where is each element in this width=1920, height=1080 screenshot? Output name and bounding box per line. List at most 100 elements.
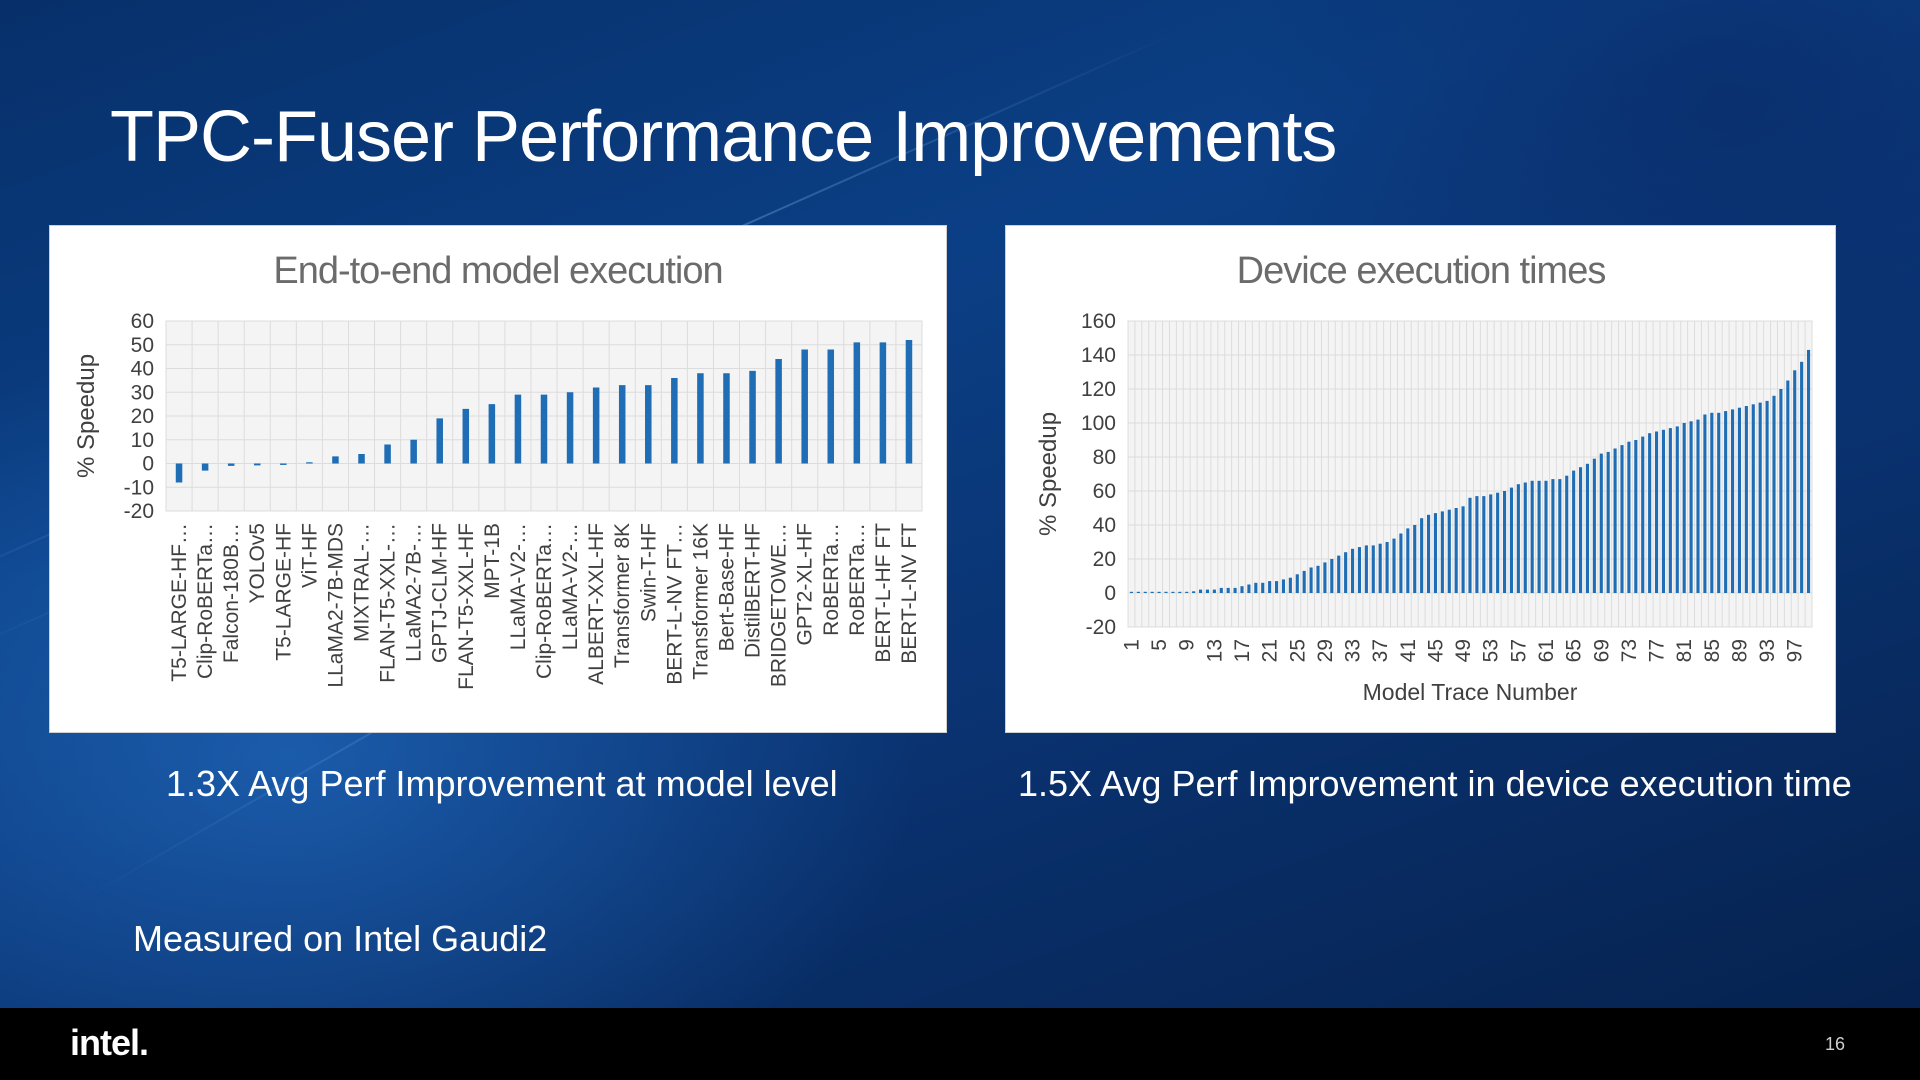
y-tick-label: 40 <box>131 358 154 381</box>
x-tick-label: 41 <box>1397 639 1420 662</box>
intel-logo: intel. <box>70 1022 149 1063</box>
x-tick-label: T5-LARGE-HF… <box>168 523 191 682</box>
bar <box>1302 570 1306 593</box>
bar <box>1406 528 1410 593</box>
x-tick-label: 69 <box>1590 639 1613 662</box>
x-tick-label: MPT-1B <box>481 523 504 599</box>
x-tick-label: RoBERTa… <box>820 523 843 636</box>
x-tick-label: Bert-Base-HF <box>715 523 738 651</box>
bar <box>1157 591 1161 593</box>
bar <box>1751 404 1755 593</box>
x-tick-label: 85 <box>1701 639 1724 662</box>
bar <box>1502 491 1507 593</box>
y-tick-label: 0 <box>142 453 154 476</box>
bar <box>1648 433 1652 593</box>
bar <box>1433 513 1438 593</box>
bar <box>645 385 652 464</box>
x-tick-label: LLaMA2-7B-… <box>403 523 426 662</box>
bar <box>1634 440 1638 593</box>
bar <box>1703 414 1707 593</box>
x-tick-label: BERT-L-NV FT… <box>663 523 686 685</box>
bar <box>1565 475 1569 593</box>
bar <box>1240 586 1244 593</box>
y-tick-label: -20 <box>124 500 154 523</box>
bar <box>1627 441 1631 593</box>
chart-panel-e2e: End-to-end model execution 60 50 40 30 20 10 0-… <box>49 225 947 733</box>
bar <box>1226 587 1230 593</box>
bar <box>306 462 313 464</box>
bar <box>1779 389 1783 593</box>
x-tick-label: 61 <box>1535 639 1558 662</box>
y-tick-label: 120 <box>1081 378 1116 401</box>
x-tick-label: 5 <box>1148 639 1171 651</box>
x-tick-label: 49 <box>1452 639 1475 662</box>
bar <box>1330 559 1334 593</box>
x-tick-label: 21 <box>1259 639 1282 662</box>
bar <box>1599 453 1603 593</box>
bar <box>1696 419 1700 593</box>
x-tick-label: GPT2-XL-HF <box>794 523 817 646</box>
y-tick-label: 20 <box>131 405 154 428</box>
y-tick-label: 160 <box>1081 310 1116 333</box>
x-tick-label: YOLOv5 <box>246 523 269 604</box>
bar <box>540 394 548 464</box>
bar <box>1185 591 1189 593</box>
bar <box>1668 428 1672 593</box>
x-tick-label: Transformer 8K <box>611 523 634 668</box>
bar <box>1288 577 1292 593</box>
bar <box>201 463 209 471</box>
x-tick-label: MIXTRAL-… <box>351 523 374 642</box>
y-tick-label: 0 <box>1104 582 1116 605</box>
bar <box>1468 497 1472 593</box>
bar <box>879 342 887 464</box>
bar <box>1530 480 1534 593</box>
chart-title: End-to-end model execution <box>273 250 722 292</box>
y-tick-label: 20 <box>1093 548 1116 571</box>
bar <box>1198 589 1203 593</box>
bar <box>1758 402 1762 593</box>
x-tick-label: BRIDGETOWE… <box>768 523 791 687</box>
measurement-note: Measured on Intel Gaudi2 <box>133 918 548 959</box>
x-tick-label: 33 <box>1342 639 1365 662</box>
bar <box>1399 533 1403 593</box>
bar <box>566 392 574 464</box>
bar <box>1689 421 1693 593</box>
device-time-chart: Device execution times160140120100806040… <box>1035 250 1813 705</box>
bar <box>1710 412 1714 593</box>
x-tick-label: 45 <box>1424 639 1447 662</box>
x-tick-label: 93 <box>1756 639 1779 662</box>
bar <box>1800 361 1804 593</box>
y-tick-label: -10 <box>124 476 154 499</box>
bar <box>592 387 600 464</box>
bar <box>436 418 443 464</box>
bar <box>1233 587 1237 593</box>
bar <box>1793 370 1797 593</box>
bar <box>1537 480 1541 593</box>
x-tick-label: LLaMA-V2-… <box>507 523 530 650</box>
y-tick-label: 50 <box>131 334 154 357</box>
y-tick-label: -20 <box>1086 616 1116 639</box>
bar <box>1219 587 1223 593</box>
x-tick-label: DistilBERT-HF <box>742 523 765 658</box>
x-tick-label: Falcon-180B… <box>220 523 243 663</box>
x-tick-label: 29 <box>1314 639 1337 662</box>
x-tick-label: Swin-T-HF <box>637 523 660 622</box>
bar <box>618 385 626 464</box>
bar <box>1772 395 1776 593</box>
bar <box>358 454 365 464</box>
bar <box>749 370 756 464</box>
bar <box>1717 412 1721 593</box>
bar <box>1682 423 1686 593</box>
bar <box>1357 547 1362 593</box>
bar <box>1254 582 1258 593</box>
bar <box>1585 463 1590 593</box>
bar <box>1654 431 1659 593</box>
x-tick-label: ALBERT-XXL-HF <box>585 523 608 685</box>
x-tick-label: FLAN-T5-XXL-… <box>377 523 400 683</box>
bar <box>1641 436 1645 593</box>
x-tick-label: 17 <box>1231 639 1254 662</box>
bar <box>1413 525 1417 593</box>
bar <box>1730 409 1735 593</box>
x-tick-label: T5-LARGE-HF <box>272 523 295 661</box>
y-axis-label: % Speedup <box>1035 412 1062 536</box>
